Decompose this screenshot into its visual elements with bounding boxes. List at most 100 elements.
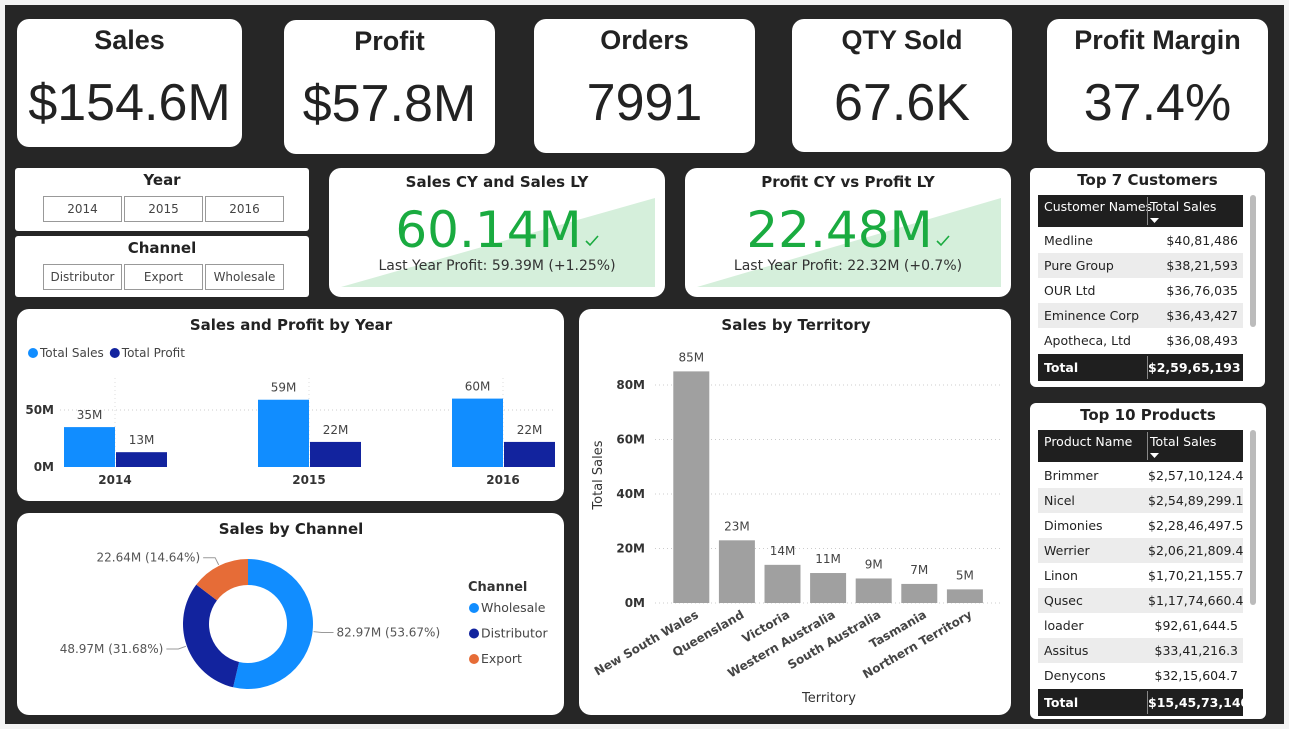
kpi-value: $57.8M <box>302 75 477 133</box>
slicer: Year 2014 2015 2016 <box>15 168 309 231</box>
card-note: Last Year Profit: 22.32M (+0.7%) <box>733 258 963 274</box>
total-cell: $15,45,73,140.6 <box>1148 695 1263 710</box>
table-cell: $2,06,21,809.4 <box>1148 543 1244 558</box>
trend-area <box>341 198 655 287</box>
table-cell: $32,15,604.7 <box>1154 668 1239 683</box>
check-icon <box>585 235 599 247</box>
table-row: loader $92,61,644.5 <box>1038 613 1243 638</box>
table-cell: loader <box>1044 618 1084 633</box>
kpi-card: Sales $154.6M <box>17 19 242 147</box>
table-row: Nicel $2,54,89,299.1 <box>1038 488 1243 513</box>
slicer-button[interactable]: 2016 <box>205 196 284 222</box>
table-cell: Brimmer <box>1044 468 1099 483</box>
kpi-title: Profit <box>354 26 425 56</box>
column-header[interactable]: Product Name <box>1044 434 1133 449</box>
total-divider <box>1147 691 1148 714</box>
card-note: Last Year Profit: 59.39M (+1.25%) <box>378 258 616 274</box>
table-cell: Denycons <box>1044 668 1106 683</box>
table-cell: $36,76,035 <box>1166 283 1238 298</box>
table-row: Pure Group $38,21,593 <box>1038 253 1243 278</box>
table-cell: $1,70,21,155.7 <box>1148 568 1244 583</box>
table-title: Top 7 Customers <box>1077 171 1218 189</box>
table-card: Top 10 Products Product Name Total Sales Br… <box>1030 403 1266 719</box>
table-cell: $2,57,10,124.4 <box>1148 468 1244 483</box>
table-cell: Assitus <box>1044 643 1089 658</box>
table-cell: Linon <box>1044 568 1078 583</box>
table-cell: $36,43,427 <box>1166 308 1238 323</box>
column-header[interactable]: Total Sales <box>1150 199 1217 214</box>
table-cell: Qusec <box>1044 593 1083 608</box>
scrollbar <box>1250 430 1256 605</box>
card-value-row: 60.14M <box>329 201 665 261</box>
table-cell: Nicel <box>1044 493 1075 508</box>
table-cell: Apotheca, Ltd <box>1044 333 1131 348</box>
total-cell: $2,59,65,193 <box>1148 360 1241 375</box>
kpi-title: Orders <box>600 25 689 55</box>
table-cell: $1,17,74,660.4 <box>1148 593 1244 608</box>
slicer-button[interactable]: Distributor <box>43 264 122 290</box>
table-cell: Werrier <box>1044 543 1090 558</box>
kpi-title: Sales <box>94 25 165 55</box>
slicer-title: Channel <box>127 239 197 257</box>
slicer-title: Year <box>143 171 181 189</box>
sort-icon <box>1150 218 1159 223</box>
table-row: Eminence Corp $36,43,427 <box>1038 303 1243 328</box>
table-cell: $38,21,593 <box>1166 258 1238 273</box>
slicer-button[interactable]: 2014 <box>43 196 122 222</box>
column-header[interactable]: Customer Names <box>1044 199 1153 214</box>
column-header[interactable]: Total Sales <box>1150 434 1217 449</box>
table-cell: Eminence Corp <box>1044 308 1140 323</box>
table-row: Dimonies $2,28,46,497.5 <box>1038 513 1243 538</box>
table-card: Top 7 Customers Customer Names Total Sales… <box>1030 168 1265 387</box>
table-title: Top 10 Products <box>1080 406 1216 424</box>
table-total-row: Total $15,45,73,140.6 <box>1038 689 1263 716</box>
table-cell: $2,54,89,299.1 <box>1148 493 1244 508</box>
kpi-value: 37.4% <box>1083 74 1232 132</box>
slicer-button[interactable]: Wholesale <box>205 264 284 290</box>
table-header: Product Name Total Sales <box>1038 430 1243 462</box>
chart-card <box>579 309 1011 715</box>
card-title: Profit CY vs Profit LY <box>761 173 935 191</box>
card-value: 22.48M <box>746 201 933 259</box>
table-row: Apotheca, Ltd $36,08,493 <box>1038 328 1243 353</box>
kpi-title: Profit Margin <box>1074 25 1241 55</box>
table-header: Customer Names Total Sales <box>1038 195 1243 227</box>
table-row: Denycons $32,15,604.7 <box>1038 663 1243 688</box>
table-cell: Medline <box>1044 233 1093 248</box>
header-divider <box>1147 197 1148 225</box>
table-row: Medline $40,81,486 <box>1038 228 1243 253</box>
table-cell: Dimonies <box>1044 518 1103 533</box>
kpi-card: Profit $57.8M <box>284 20 495 154</box>
scrollbar <box>1250 195 1256 327</box>
check-icon <box>936 235 950 247</box>
table-cell: $40,81,486 <box>1166 233 1238 248</box>
table-row: Linon $1,70,21,155.7 <box>1038 563 1243 588</box>
trend-area <box>341 198 655 287</box>
kpi-card: Orders 7991 <box>534 19 755 153</box>
table-cell: OUR Ltd <box>1044 283 1096 298</box>
trend-area <box>697 198 1001 287</box>
table-cell: $36,08,493 <box>1166 333 1238 348</box>
card-value-row: 22.48M <box>685 201 1011 261</box>
check-icon <box>585 235 599 247</box>
table-row: Qusec $1,17,74,660.4 <box>1038 588 1243 613</box>
kpi-card: QTY Sold 67.6K <box>792 19 1012 152</box>
table-cell: $2,28,46,497.5 <box>1148 518 1244 533</box>
slicer-button[interactable]: Export <box>124 264 203 290</box>
table-row: Werrier $2,06,21,809.4 <box>1038 538 1243 563</box>
total-cell: Total <box>1044 695 1079 710</box>
header-divider <box>1147 432 1148 460</box>
slicer: Channel Distributor Export Wholesale <box>15 236 309 297</box>
slicer-button[interactable]: 2015 <box>124 196 203 222</box>
kpi-value: $154.6M <box>28 74 231 132</box>
sort-icon <box>1150 218 1159 223</box>
kpi-value: 67.6K <box>834 74 970 132</box>
sort-icon <box>1150 453 1159 458</box>
table-row: OUR Ltd $36,76,035 <box>1038 278 1243 303</box>
table-row: Brimmer $2,57,10,124.4 <box>1038 463 1243 488</box>
kpi-card: Profit Margin 37.4% <box>1047 19 1268 152</box>
table-total-row: Total $2,59,65,193 <box>1038 354 1243 381</box>
table-cell: $33,41,216.3 <box>1154 643 1239 658</box>
chart-card <box>17 309 564 501</box>
